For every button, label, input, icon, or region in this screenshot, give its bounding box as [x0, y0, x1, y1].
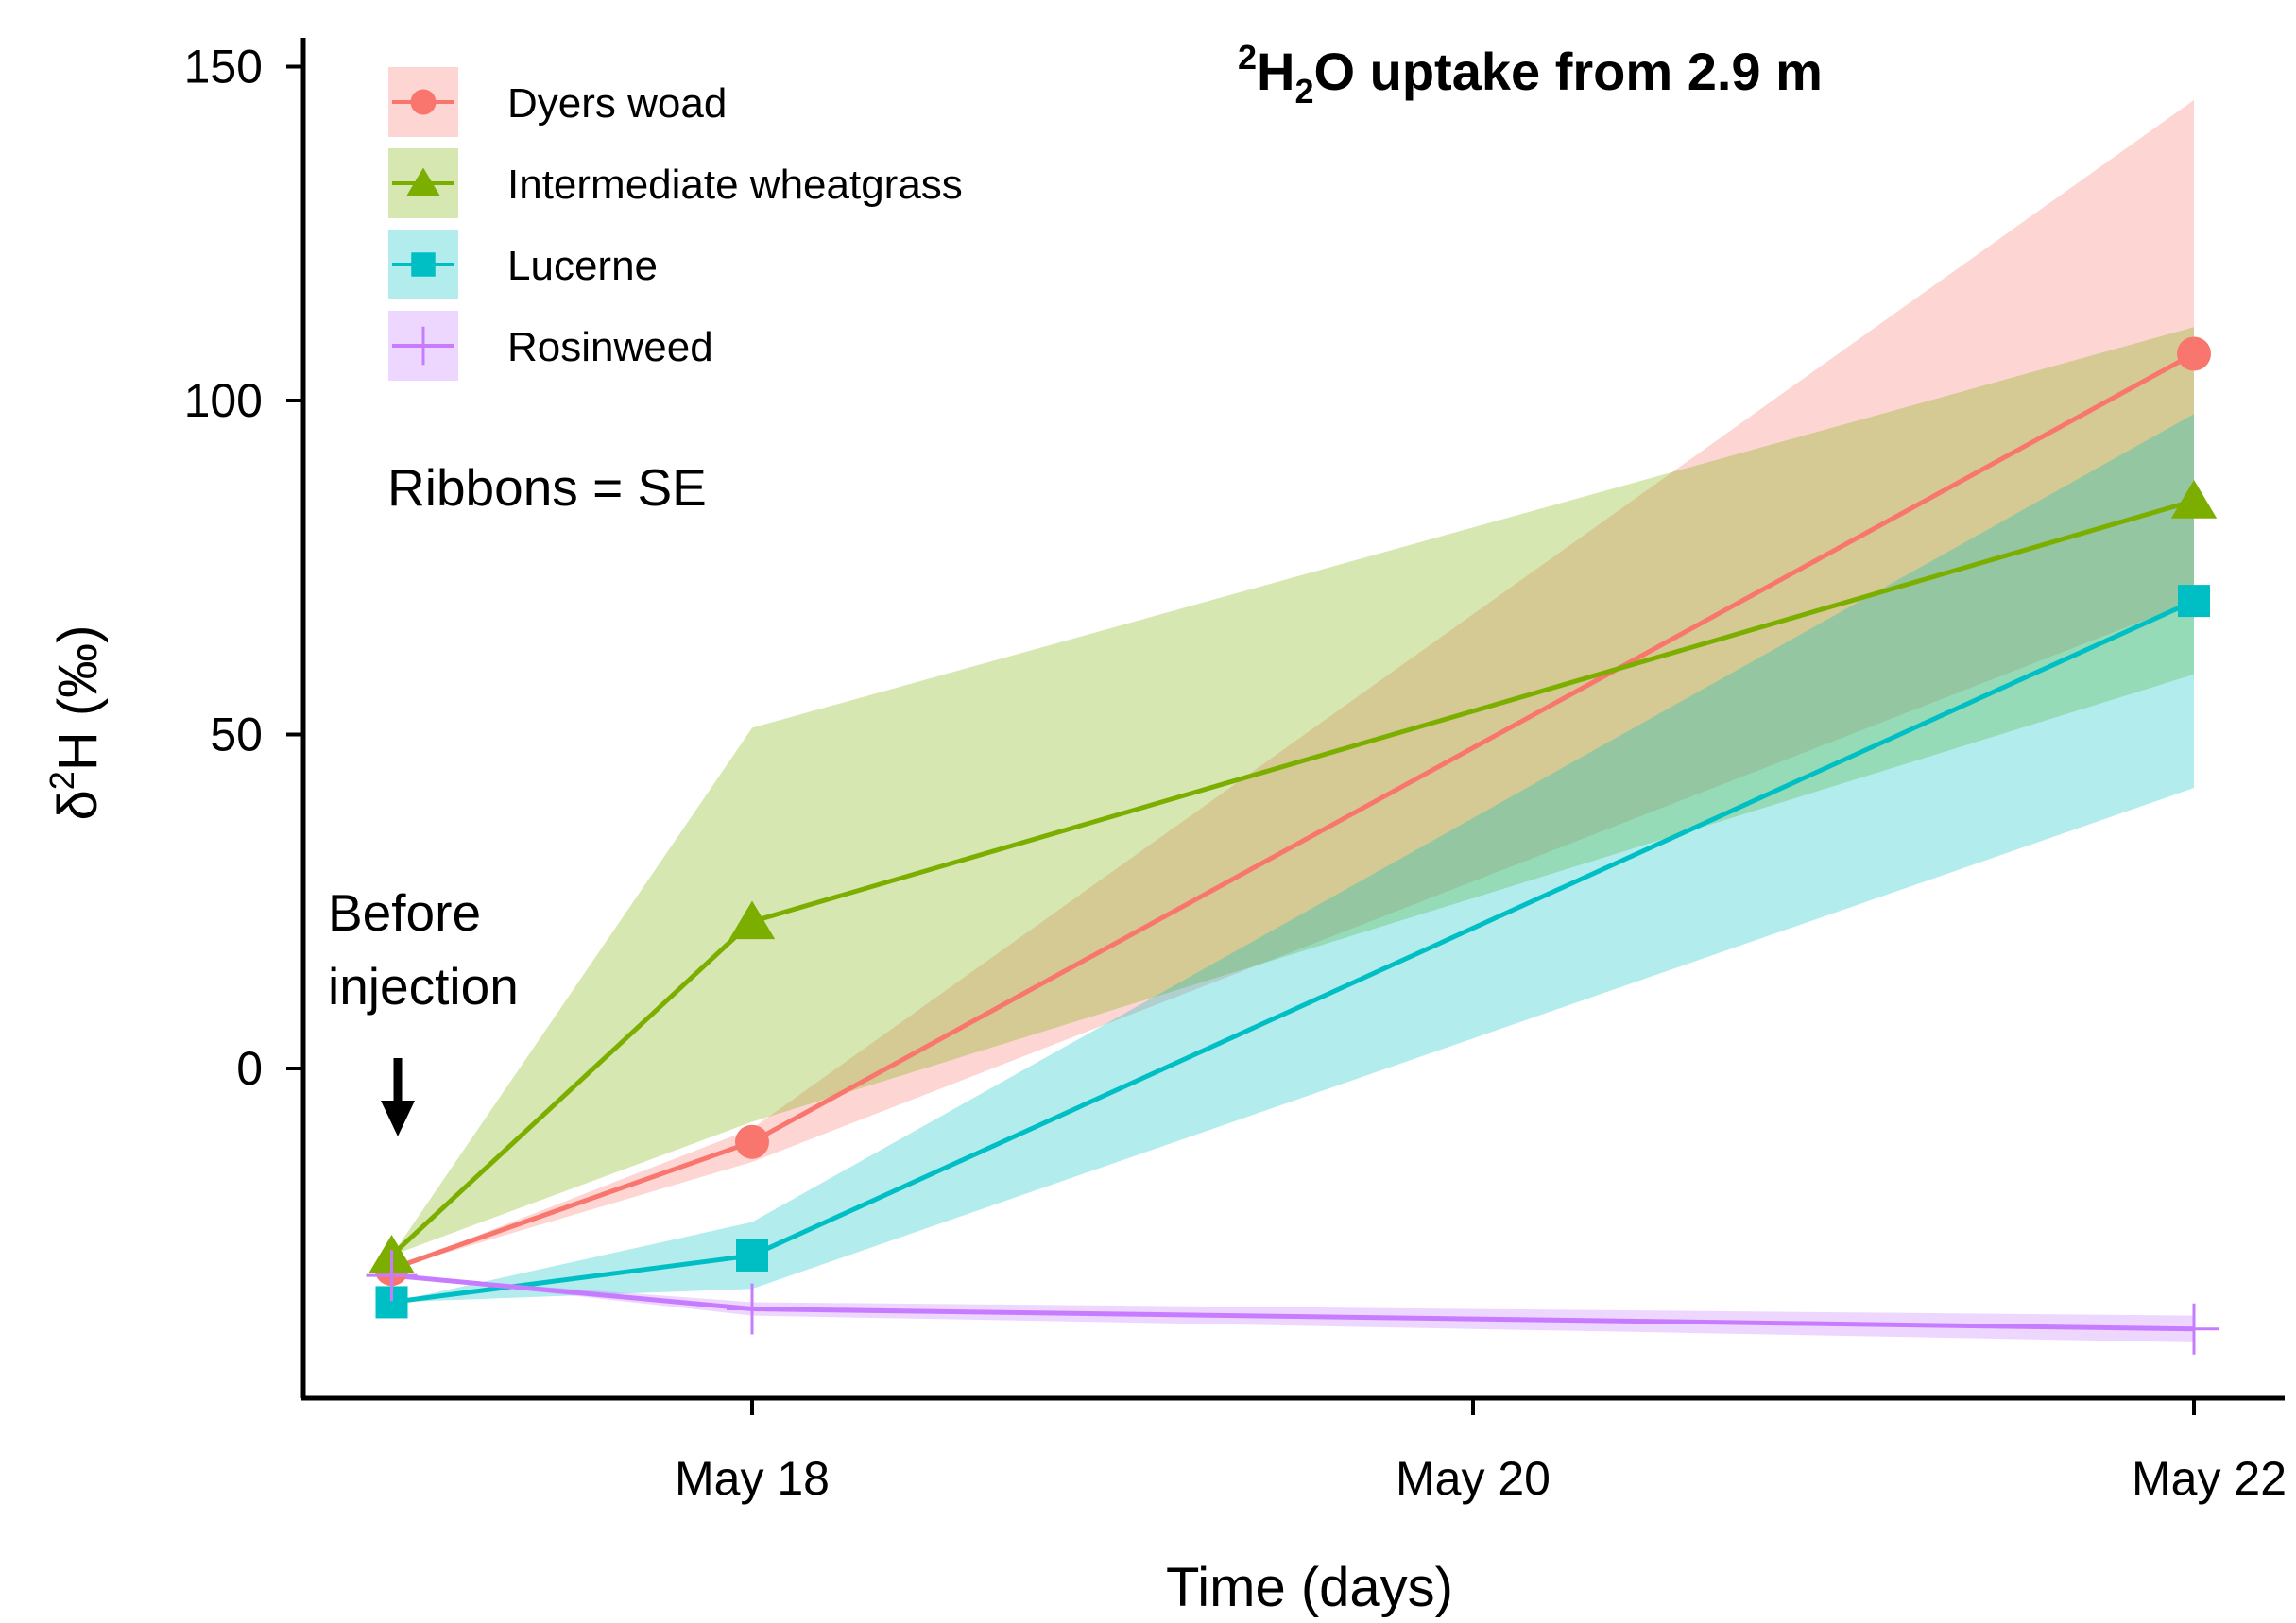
x-tick-label-may-18: May 18: [675, 1452, 830, 1505]
point-rosinweed-may-22: [2168, 1303, 2219, 1355]
before-injection-line-2: injection: [328, 957, 519, 1016]
point-dyers-woad-may-18: [735, 1124, 769, 1159]
ribbon-rosinweed: [391, 1275, 2194, 1342]
y-tick-label-0: 0: [236, 1042, 263, 1095]
point-dyers-woad-may-22: [2177, 336, 2211, 371]
x-tick-label-may-20: May 20: [1396, 1452, 1551, 1505]
point-rosinweed-may-18: [727, 1283, 778, 1335]
legend-label-intermediate-wheatgrass: Intermediate wheatgrass: [507, 162, 963, 208]
ribbons-layer: [391, 99, 2194, 1342]
ribbon-intermediate-wheatgrass: [391, 327, 2194, 1256]
chart-title-h: H: [1257, 42, 1294, 101]
points-layer: [366, 336, 2219, 1355]
chart-title-sub: 2: [1294, 72, 1313, 111]
legend-label-rosinweed: Rosinweed: [507, 324, 713, 370]
chart-title: 2H2O uptake from 2.9 m: [1238, 38, 1823, 111]
y-axis-title: δ2H (‰): [43, 625, 109, 821]
legend-item-rosinweed: Rosinweed: [388, 311, 713, 381]
x-ticks: May 18 May 20 May 22: [675, 1398, 2287, 1505]
point-lucerne-may-18: [736, 1239, 768, 1272]
legend-item-intermediate-wheatgrass: Intermediate wheatgrass: [388, 148, 963, 218]
y-tick-label-50: 50: [210, 709, 263, 761]
y-tick-label-150: 150: [184, 41, 263, 94]
chart-title-rest: O uptake from 2.9 m: [1314, 42, 1823, 101]
ribbons-note: Ribbons = SE: [387, 458, 707, 517]
point-rosinweed-may-17: [366, 1250, 418, 1302]
legend: Dyers woad Intermediate wheatgrass Lucerne…: [388, 67, 963, 381]
legend-marker-rosinweed: [403, 326, 443, 366]
legend-item-dyers-woad: Dyers woad: [388, 67, 727, 137]
point-lucerne-may-22: [2178, 585, 2210, 618]
y-axis-title-delta: δ: [47, 790, 109, 820]
x-axis-title: Time (days): [1166, 1557, 1453, 1618]
point-intermediate-wheatgrass-may-22: [2170, 480, 2218, 519]
legend-label-dyers-woad: Dyers woad: [507, 80, 727, 127]
y-tick-label-100: 100: [184, 374, 263, 427]
axes: 0 50 100 150 May 18 May 20 May 22: [184, 38, 2287, 1505]
y-ticks: 0 50 100 150: [184, 41, 303, 1095]
before-injection-line-1: Before: [328, 883, 481, 942]
legend-marker-intermediate-wheatgrass: [405, 167, 441, 197]
before-injection-label: Before injection: [328, 883, 519, 1016]
chart-title-sup: 2: [1238, 38, 1257, 77]
legend-item-lucerne: Lucerne: [388, 230, 658, 299]
x-tick-label-may-22: May 22: [2132, 1452, 2287, 1505]
legend-label-lucerne: Lucerne: [507, 243, 658, 289]
before-injection-arrow: [381, 1058, 415, 1136]
y-axis-title-sup: 2: [43, 771, 81, 790]
legend-marker-lucerne: [411, 252, 436, 277]
ribbon-dyers-woad: [391, 99, 2194, 1270]
y-axis-title-rest: H (‰): [47, 625, 109, 772]
legend-marker-dyers-woad: [410, 89, 437, 115]
point-intermediate-wheatgrass-may-18: [728, 900, 776, 940]
ribbon-lucerne: [391, 414, 2194, 1303]
